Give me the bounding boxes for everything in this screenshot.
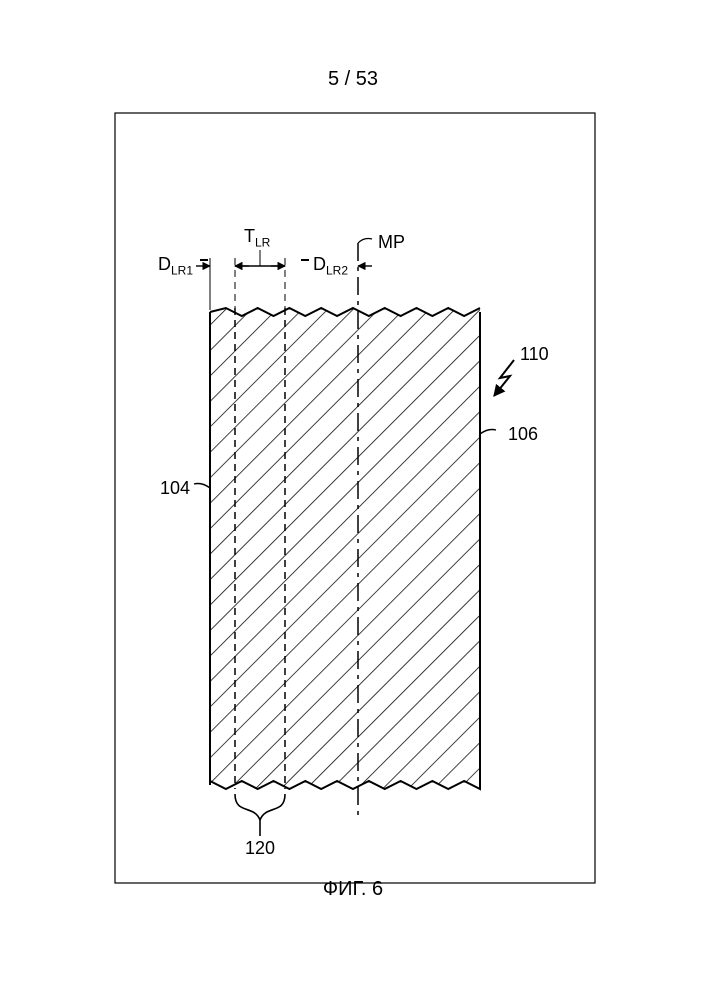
label-106: 106 <box>508 424 538 445</box>
figure-caption: ФИГ. 6 <box>0 878 706 901</box>
label-tlr: TLR <box>244 226 270 250</box>
label-120: 120 <box>245 838 275 859</box>
label-mp: MP <box>378 232 405 253</box>
label-104: 104 <box>160 478 190 499</box>
label-dlr2: DLR2 <box>313 254 348 278</box>
label-dlr1: DLR1 <box>158 254 193 278</box>
page: 5 / 53 DLR1 TLR DLR2 MP 104 106 110 1 <box>0 0 706 999</box>
label-110: 110 <box>520 344 549 365</box>
figure-svg <box>0 0 706 999</box>
